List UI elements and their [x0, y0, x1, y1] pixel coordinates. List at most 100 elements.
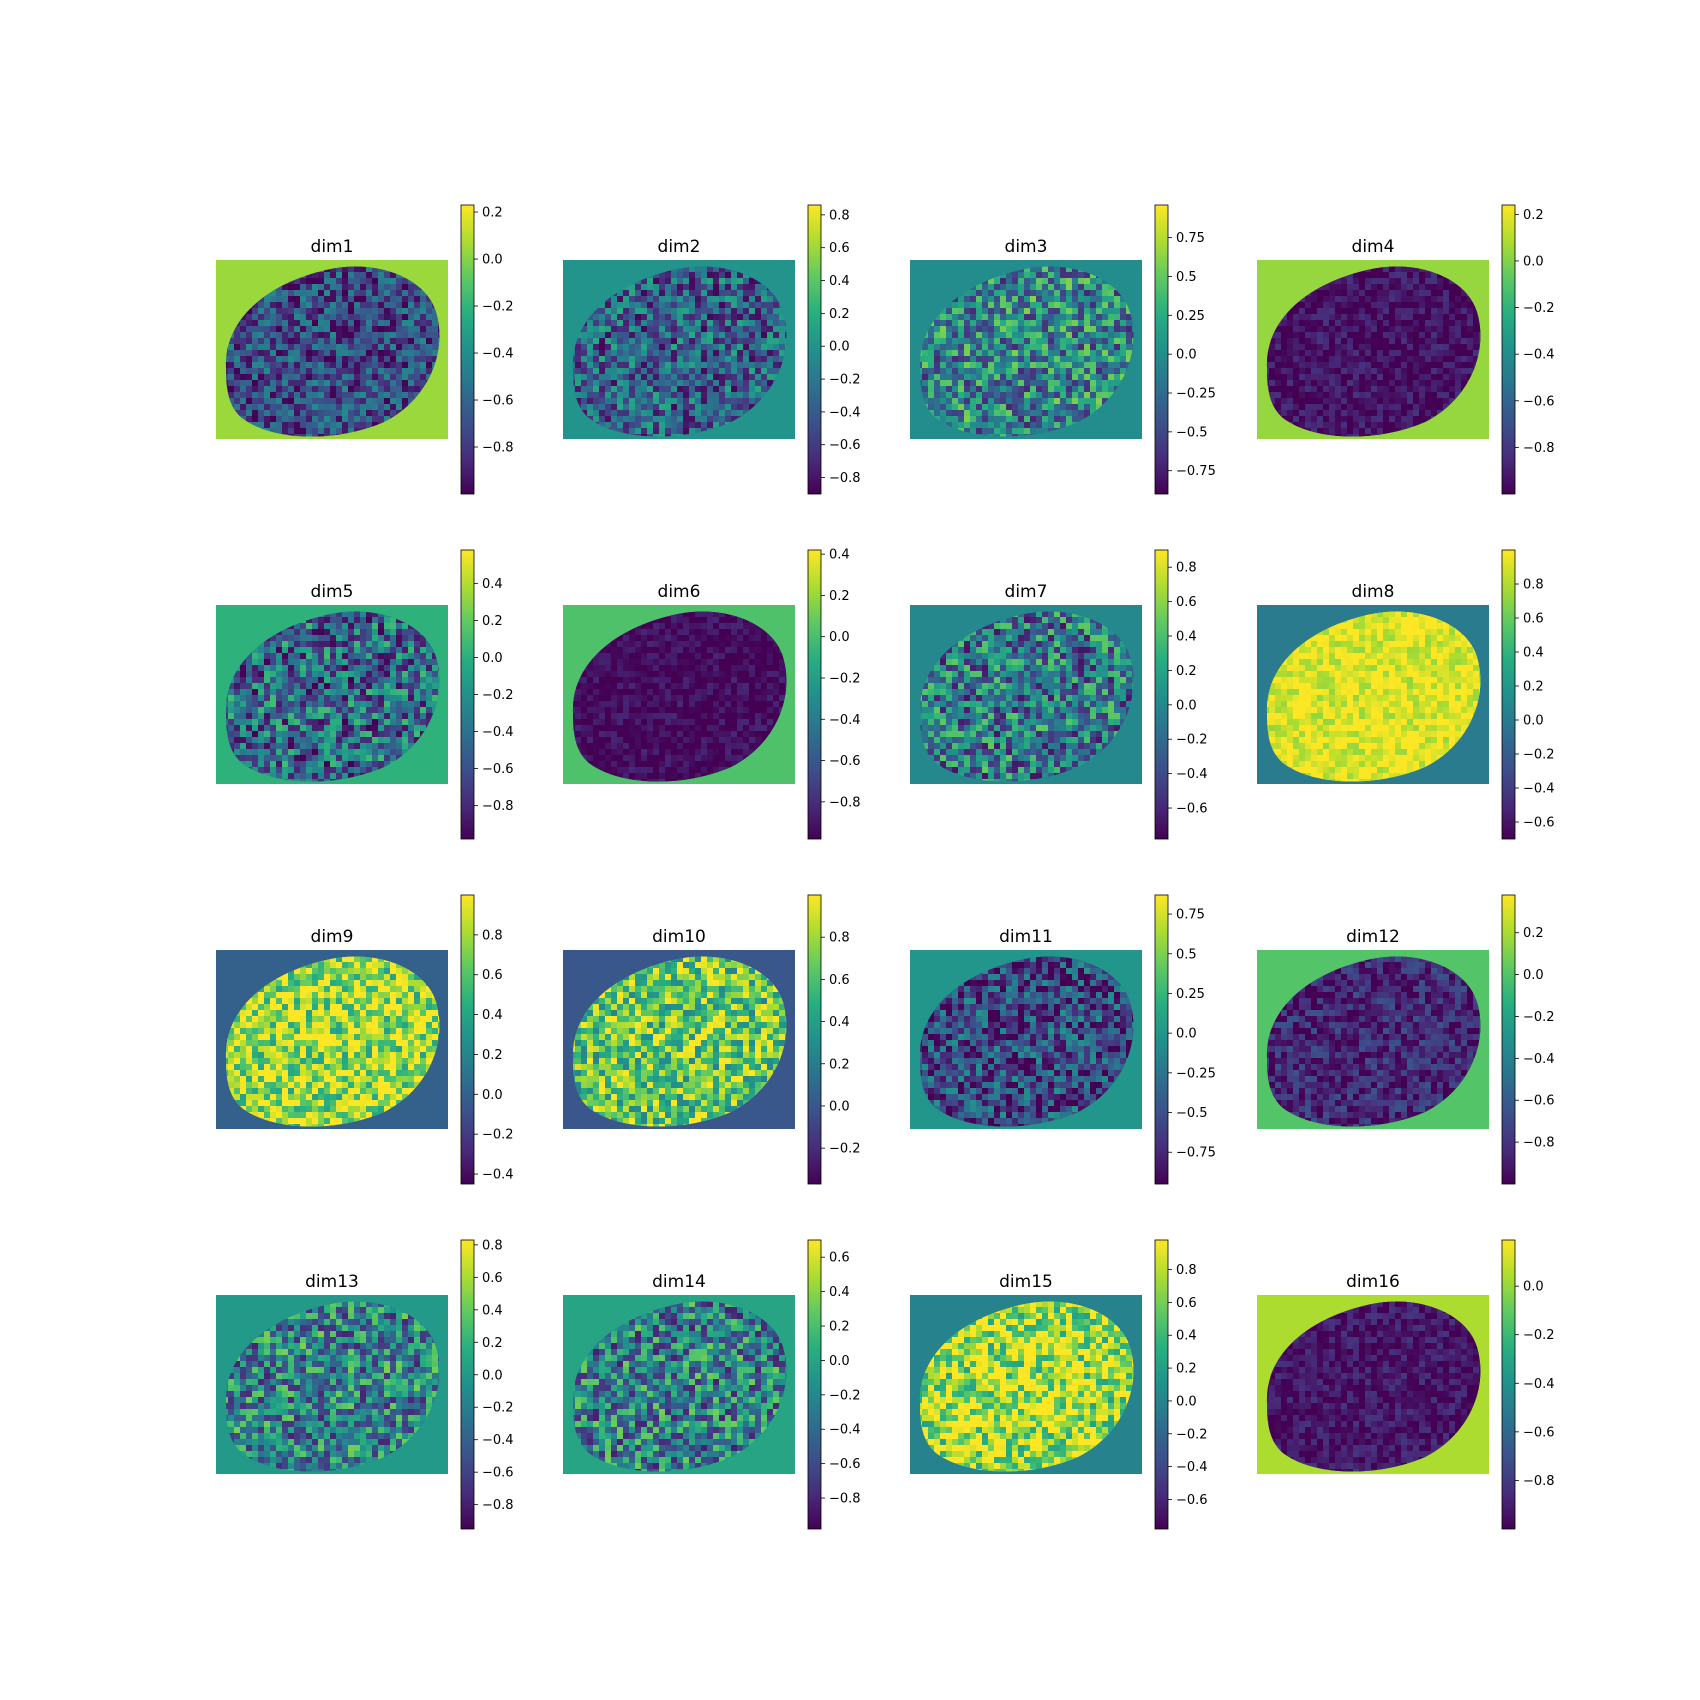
heatmap-cell: [707, 410, 713, 416]
heatmap-cell: [372, 290, 378, 296]
heatmap-cell: [390, 278, 396, 284]
heatmap-cell: [1365, 338, 1371, 344]
heatmap-cell: [1030, 404, 1036, 410]
heatmap-cell: [1437, 356, 1443, 362]
heatmap-cell: [282, 392, 288, 398]
heatmap-cell: [366, 374, 372, 380]
heatmap-cell: [1413, 374, 1419, 380]
heatmap-cell: [623, 350, 629, 356]
heatmap-cell: [1030, 392, 1036, 398]
heatmap-cell: [635, 320, 641, 326]
heatmap-cell: [1042, 266, 1048, 272]
heatmap-cell: [264, 344, 270, 350]
heatmap-cell: [1072, 314, 1078, 320]
heatmap-cell: [1305, 308, 1311, 314]
heatmap-cell: [1060, 338, 1066, 344]
heatmap-cell: [1449, 398, 1455, 404]
heatmap-cell: [695, 278, 701, 284]
heatmap-cell: [677, 368, 683, 374]
heatmap-cell: [1084, 380, 1090, 386]
heatmap-cell: [1419, 398, 1425, 404]
heatmap-cell: [623, 332, 629, 338]
heatmap-cell: [1461, 320, 1467, 326]
heatmap-cell: [1000, 308, 1006, 314]
heatmap-cell: [617, 308, 623, 314]
heatmap-cell: [306, 410, 312, 416]
heatmap-cell: [396, 386, 402, 392]
heatmap-cell: [1335, 410, 1341, 416]
heatmap-cell: [713, 350, 719, 356]
heatmap-cell: [1108, 296, 1114, 302]
heatmap-cell: [1024, 272, 1030, 278]
heatmap-cell: [593, 344, 599, 350]
heatmap-cell: [252, 350, 258, 356]
heatmap-cell: [934, 314, 940, 320]
heatmap-cell: [1072, 302, 1078, 308]
heatmap-cell: [426, 374, 432, 380]
heatmap-cell: [1383, 290, 1389, 296]
heatmap-cell: [1413, 410, 1419, 416]
heatmap-cell: [946, 332, 952, 338]
heatmap-cell: [982, 434, 988, 437]
heatmap-cell: [677, 284, 683, 290]
heatmap-cell: [1108, 320, 1114, 326]
heatmap-cell: [408, 374, 414, 380]
heatmap-cell: [252, 404, 258, 410]
panel-title: dim3: [1005, 237, 1048, 257]
heatmap-cell: [300, 635, 306, 641]
heatmap-cell: [665, 338, 671, 344]
heatmap-cell: [1449, 290, 1455, 296]
heatmap-cell: [1000, 296, 1006, 302]
heatmap-cell: [1413, 368, 1419, 374]
colorbar: [1501, 204, 1516, 495]
heatmap-cell: [587, 338, 593, 344]
heatmap-cell: [1299, 362, 1305, 368]
heatmap-cell: [1371, 290, 1377, 296]
heatmap-cell: [1395, 332, 1401, 338]
heatmap-cell: [743, 356, 749, 362]
heatmap-cell: [1266, 380, 1269, 386]
heatmap-cell: [1449, 380, 1455, 386]
heatmap-cell: [234, 332, 240, 338]
heatmap-cell: [330, 308, 336, 314]
heatmap-cell: [1096, 374, 1102, 380]
heatmap-cell: [336, 344, 342, 350]
heatmap-cell: [1084, 410, 1090, 416]
heatmap-cell: [647, 368, 653, 374]
heatmap-cell: [1054, 398, 1060, 404]
heatmap-cell: [1024, 278, 1030, 284]
heatmap-cell: [330, 416, 336, 422]
heatmap-cell: [1042, 332, 1048, 338]
heatmap-cell: [1048, 362, 1054, 368]
heatmap-cell: [276, 314, 282, 320]
heatmap-cell: [593, 332, 599, 338]
heatmap-cell: [1407, 422, 1413, 428]
heatmap-cell: [982, 410, 988, 416]
heatmap-cell: [1365, 398, 1371, 404]
heatmap-cell: [1437, 392, 1443, 398]
heatmap-cell: [731, 320, 737, 326]
heatmap-cell: [976, 344, 982, 350]
colorbar-tick-label: −0.4: [482, 347, 514, 362]
heatmap-cell: [1120, 356, 1126, 362]
heatmap-cell: [330, 302, 336, 308]
heatmap-cell: [581, 338, 587, 344]
heatmap-cell: [1413, 398, 1419, 404]
heatmap-cell: [414, 284, 420, 290]
heatmap-cell: [1359, 278, 1365, 284]
heatmap-cell: [1305, 320, 1311, 326]
heatmap-cell: [1449, 326, 1455, 332]
heatmap-cell: [258, 368, 264, 374]
heatmap-cell: [1395, 266, 1401, 272]
heatmap-cell: [1383, 392, 1389, 398]
heatmap-cell: [689, 272, 695, 278]
heatmap-cell: [1449, 386, 1455, 392]
heatmap-cell: [928, 386, 934, 392]
heatmap-cell: [1353, 272, 1359, 278]
heatmap-cell: [1455, 380, 1461, 386]
heatmap-cell: [372, 356, 378, 362]
heatmap-cell: [958, 338, 964, 344]
heatmap-cell: [1108, 392, 1114, 398]
heatmap-cell: [1329, 386, 1335, 392]
heatmap-cell: [1299, 350, 1305, 356]
